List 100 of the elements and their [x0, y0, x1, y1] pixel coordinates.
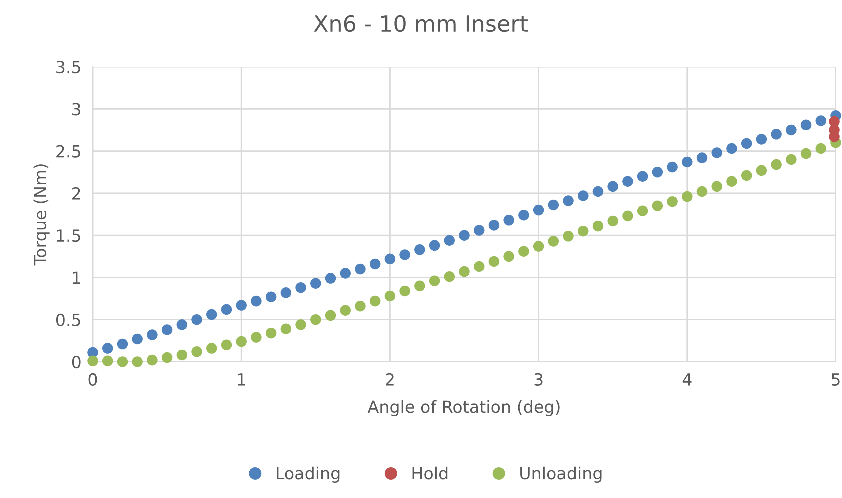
- point: [771, 129, 782, 140]
- point: [712, 181, 722, 192]
- point: [296, 282, 306, 294]
- point: [622, 210, 634, 222]
- point: [741, 170, 752, 182]
- point: [384, 254, 396, 265]
- point: [429, 276, 440, 286]
- legend-label: Loading: [277, 466, 340, 483]
- point: [786, 154, 797, 166]
- y-tick-label: 0.5: [56, 314, 80, 326]
- point: [608, 181, 618, 192]
- point: [340, 305, 351, 316]
- point: [816, 116, 827, 126]
- point: [696, 152, 708, 164]
- point: [578, 190, 589, 202]
- point: [192, 346, 202, 358]
- point: [251, 296, 262, 307]
- x-tick-label: 4: [682, 374, 692, 386]
- point: [474, 225, 485, 236]
- point: [637, 171, 648, 182]
- point: [370, 296, 381, 307]
- point: [325, 310, 336, 322]
- point: [726, 143, 738, 154]
- point: [504, 251, 514, 262]
- point: [682, 156, 693, 168]
- point: [652, 200, 664, 212]
- point: [162, 352, 173, 364]
- point: [608, 216, 618, 227]
- point: [176, 350, 188, 361]
- point: [726, 176, 738, 188]
- point: [102, 343, 114, 354]
- point: [488, 220, 500, 231]
- point: [637, 206, 648, 217]
- point: [310, 314, 322, 326]
- point: [355, 264, 366, 275]
- point: [592, 186, 604, 198]
- point: [88, 356, 98, 367]
- point: [117, 338, 128, 350]
- point: [400, 250, 410, 260]
- point: [206, 309, 218, 320]
- point: [221, 304, 232, 316]
- point: [652, 166, 664, 178]
- point: [444, 235, 456, 246]
- point: [548, 200, 560, 211]
- point: [548, 236, 560, 247]
- point: [384, 290, 396, 302]
- point: [310, 278, 322, 289]
- point: [667, 196, 678, 208]
- x-axis-title: Angle of Rotation (deg): [368, 400, 560, 416]
- point: [816, 143, 827, 154]
- y-tick-label: 3: [72, 103, 81, 116]
- point: [696, 186, 708, 198]
- point: [176, 320, 188, 330]
- point: [117, 356, 128, 368]
- point: [756, 165, 768, 176]
- point: [370, 258, 381, 270]
- point: [251, 332, 262, 343]
- point: [741, 138, 752, 150]
- legend-label: Hold: [412, 466, 448, 480]
- y-axis-title: Torque (Nm): [34, 164, 50, 266]
- point: [400, 286, 410, 297]
- point: [518, 210, 530, 221]
- y-tick-label: 1.5: [57, 230, 80, 242]
- chart-title: Xn6 - 10 mm Insert: [314, 15, 528, 32]
- x-tick-label: 1: [238, 374, 246, 386]
- point: [474, 261, 485, 272]
- point: [296, 320, 306, 330]
- y-tick-label: 0: [72, 356, 81, 369]
- point: [592, 220, 604, 232]
- point: [800, 120, 812, 131]
- point: [132, 356, 143, 368]
- point: [563, 231, 574, 242]
- point: [147, 354, 158, 366]
- point: [266, 292, 277, 302]
- point: [266, 328, 277, 339]
- point: [488, 256, 500, 268]
- point: [622, 176, 634, 188]
- x-tick-label: 5: [832, 374, 840, 386]
- point: [578, 226, 589, 237]
- point: [459, 266, 470, 278]
- point: [518, 246, 530, 257]
- point: [192, 314, 202, 326]
- point: [132, 334, 143, 345]
- point: [504, 215, 514, 226]
- point: [325, 273, 336, 284]
- point: [563, 196, 574, 206]
- y-tick-label: 2: [72, 187, 80, 200]
- point: [667, 162, 678, 173]
- point: [756, 134, 768, 145]
- point: [280, 288, 292, 298]
- point: [414, 280, 426, 292]
- point: [147, 330, 158, 340]
- point: [162, 324, 173, 336]
- point: [414, 244, 426, 256]
- point: [533, 241, 544, 252]
- y-tick-label: 1: [73, 272, 80, 284]
- legend-label: Unloading: [520, 466, 602, 483]
- point: [533, 204, 544, 216]
- point: [206, 343, 218, 354]
- point: [236, 336, 247, 348]
